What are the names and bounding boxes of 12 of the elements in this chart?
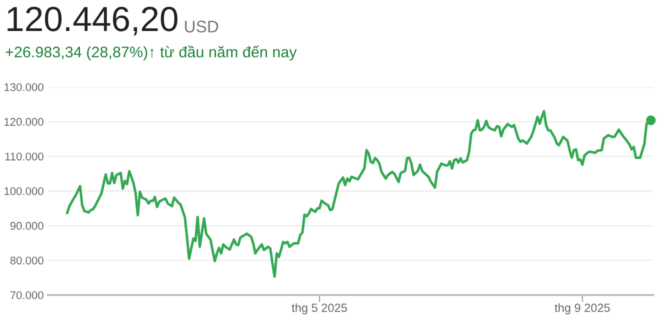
- chart-title: 120.446,20: [8, 6, 178, 36]
- y-tick-label: 70.000: [10, 291, 44, 300]
- y-tick-label: 100.000: [4, 187, 44, 196]
- y-tick-label: 120.000: [4, 118, 44, 126]
- y-tick-label: 130.000: [4, 83, 44, 92]
- y-tick-label: 80.000: [10, 256, 44, 264]
- x-tick-label: thg 5 2025: [292, 303, 347, 314]
- chart-subtitle: +26.983,34 (28,87%)↑ từ đầu năm đến nay: [6, 46, 297, 60]
- text: USD: [185, 20, 218, 32]
- y-tick-label: 110.000: [5, 152, 44, 160]
- y-tick-label: 90.000: [10, 222, 44, 230]
- x-tick-label: thg 9 2025: [554, 303, 610, 314]
